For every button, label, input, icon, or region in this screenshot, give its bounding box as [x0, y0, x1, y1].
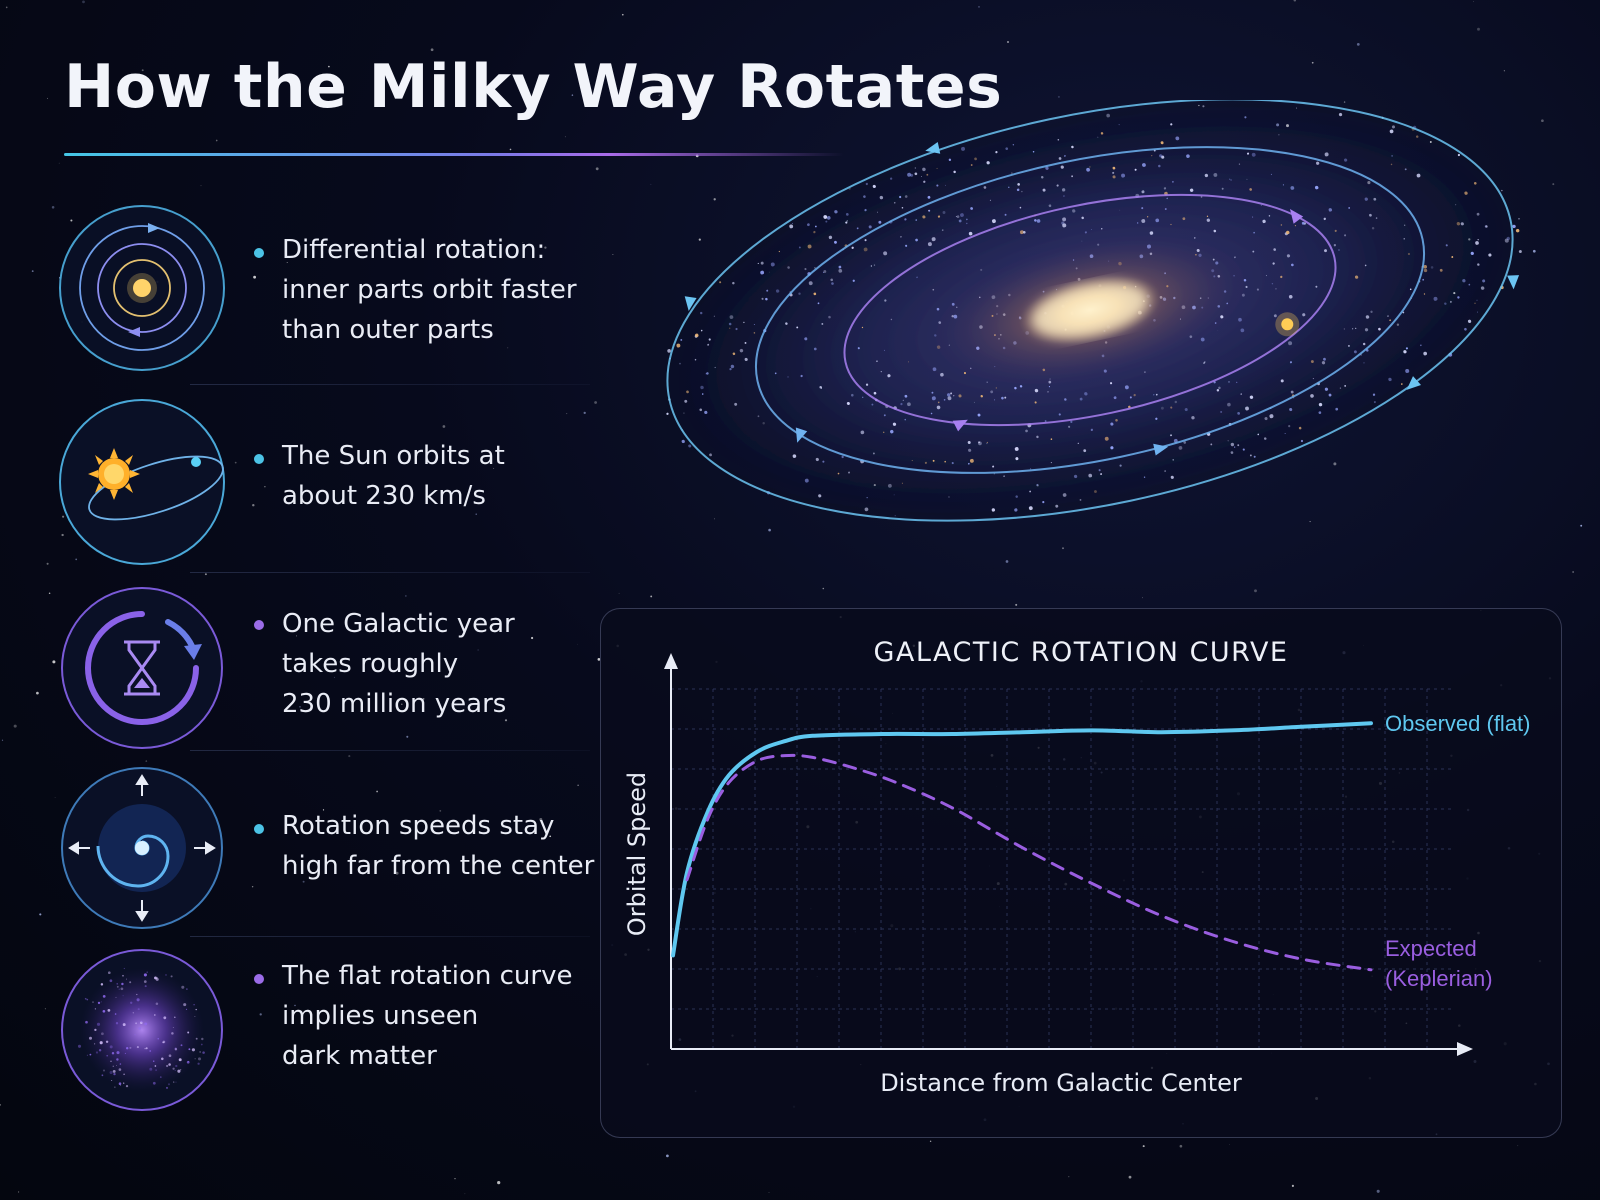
fact-bullet [254, 824, 264, 834]
fact-text: Differential rotation: inner parts orbit… [282, 235, 577, 345]
dark-matter-cloud-icon [61, 949, 223, 1111]
series-expected-line [685, 753, 1373, 972]
divider [190, 384, 590, 385]
series-observed-line [671, 721, 1373, 958]
fact-text: The flat rotation curve implies unseen d… [282, 961, 573, 1071]
y-axis-label: Orbital Speed [623, 772, 651, 936]
rotation-curve-panel: GALACTIC ROTATION CURVE Observed (flat) … [600, 608, 1562, 1138]
milky-way-galaxy-illustration [657, 100, 1523, 522]
fact-differential-rotation: Differential rotation: inner parts orbit… [56, 202, 596, 374]
fact-high-speeds: Rotation speeds stay high far from the c… [56, 762, 596, 934]
divider [190, 936, 590, 937]
x-axis-arrow [1457, 1042, 1473, 1056]
divider [190, 572, 590, 573]
fact-dark-matter: The flat rotation curve implies unseen d… [56, 944, 596, 1116]
fact-text: Rotation speeds stay high far from the c… [282, 811, 595, 881]
y-axis-arrow [664, 653, 678, 669]
rotation-curve-chart: Observed (flat) Expected (Keplerian) Dist… [623, 653, 1531, 1097]
fact-text: One Galactic year takes roughly 230 mill… [282, 609, 515, 719]
hourglass-cycle-icon [61, 587, 223, 749]
fact-bullet [254, 454, 264, 464]
orbit-rings-icon [59, 205, 225, 371]
fact-galactic-year: One Galactic year takes roughly 230 mill… [56, 582, 596, 754]
title-underline [64, 153, 844, 156]
series-label-expected: Expected (Keplerian) [1385, 936, 1493, 991]
chart-title: GALACTIC ROTATION CURVE [873, 637, 1289, 668]
fact-bullet [254, 248, 264, 258]
fact-text: The Sun orbits at about 230 km/s [282, 441, 505, 511]
divider [190, 750, 590, 751]
series-label-observed: Observed (flat) [1385, 711, 1531, 736]
fact-bullet [254, 974, 264, 984]
fact-bullet [254, 620, 264, 630]
sun-orbit-icon [59, 399, 225, 565]
page-title: How the Milky Way Rotates [64, 52, 1003, 122]
x-axis-label: Distance from Galactic Center [880, 1069, 1242, 1097]
fact-sun-speed: The Sun orbits at about 230 km/s [56, 396, 596, 568]
spiral-galaxy-icon [61, 767, 223, 929]
